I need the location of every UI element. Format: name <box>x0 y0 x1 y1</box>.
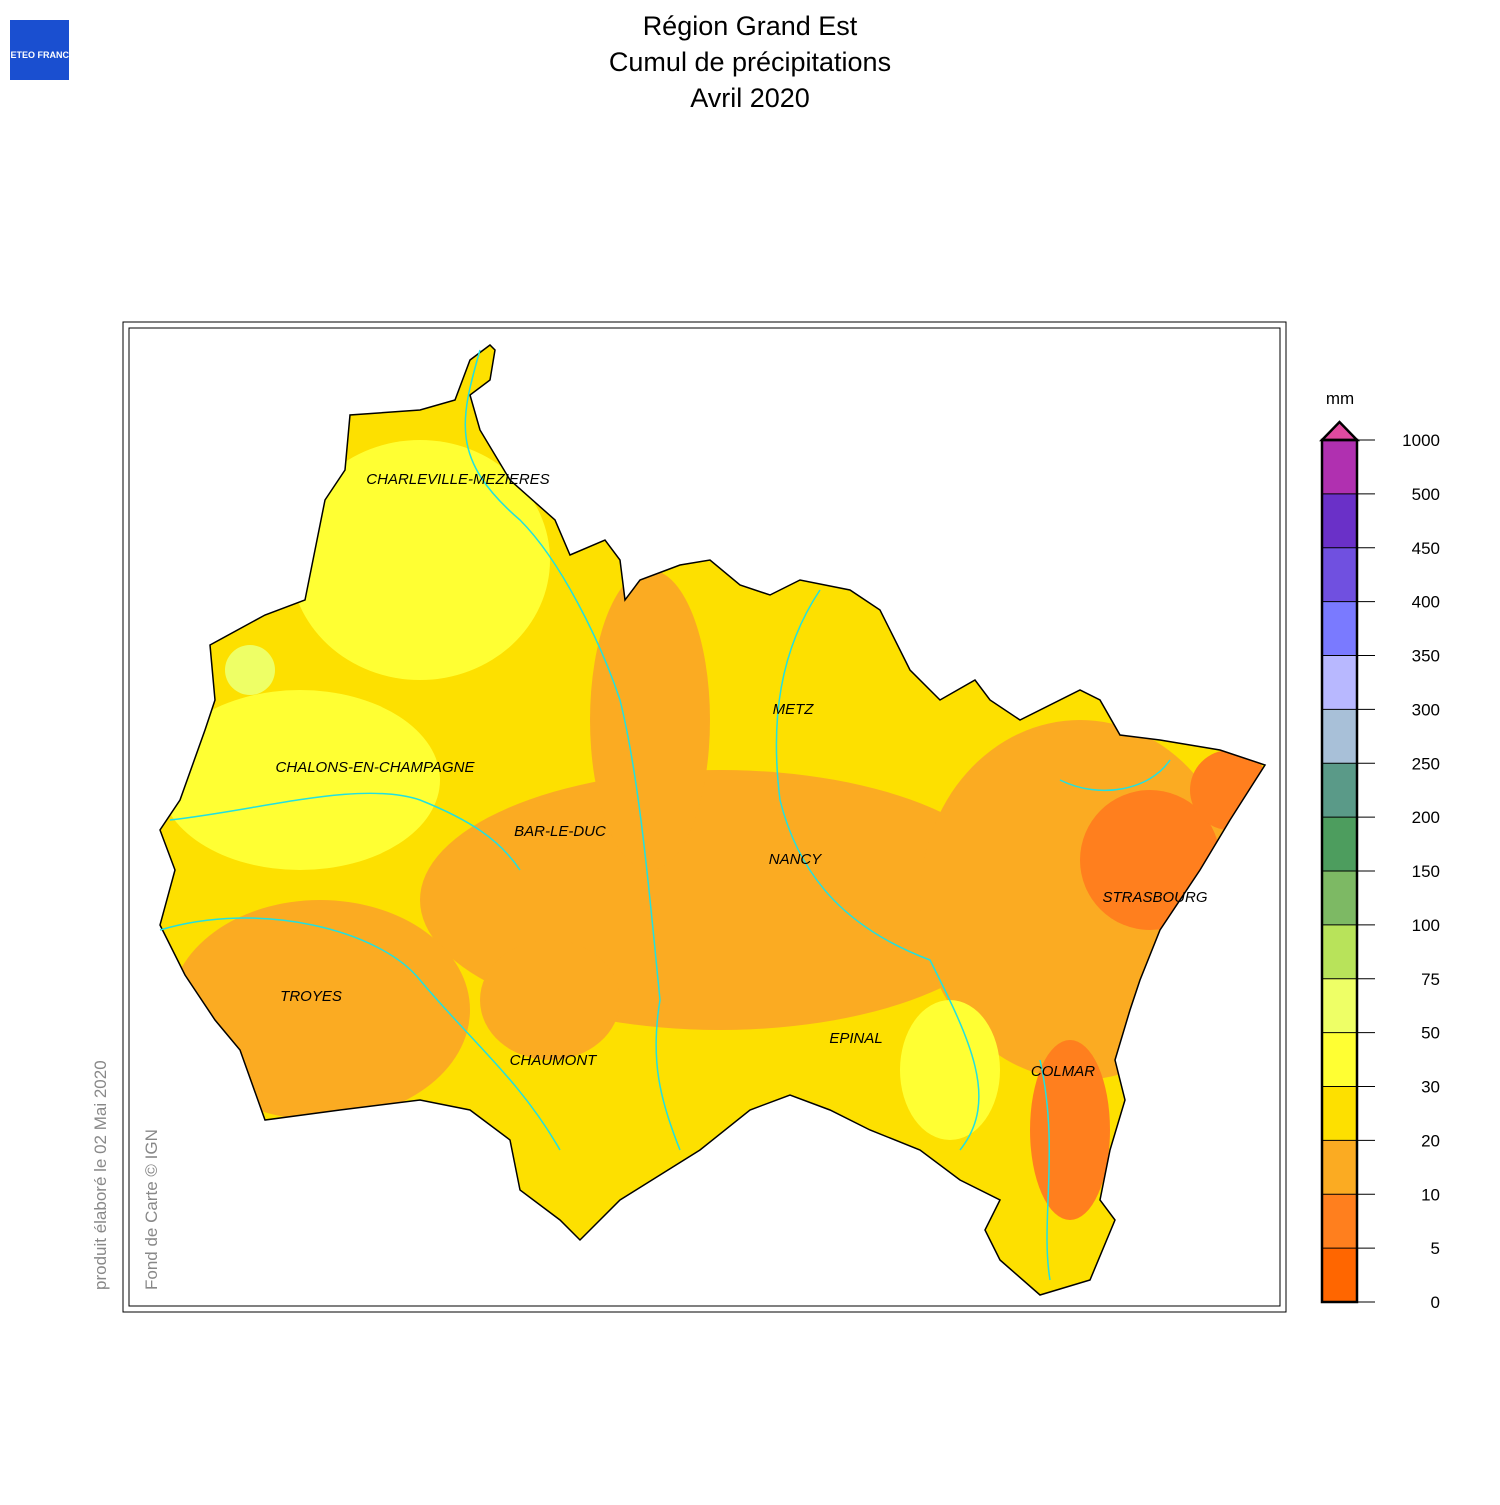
logo-text: METEO FRANCE <box>3 50 75 60</box>
river <box>775 589 980 1151</box>
legend-swatch <box>1322 924 1357 979</box>
legend-tick-label: 10 <box>1421 1185 1440 1204</box>
legend-swatch <box>1322 440 1357 494</box>
city-label: EPINAL <box>829 1030 882 1047</box>
legend-swatch <box>1322 978 1357 1033</box>
logo-box <box>10 20 69 80</box>
legend-swatch <box>1322 871 1357 925</box>
map-frame <box>122 321 1287 1313</box>
river <box>169 792 521 871</box>
legend-swatch <box>1322 709 1357 764</box>
legend-swatch <box>1322 1194 1357 1249</box>
precip-area <box>480 940 620 1060</box>
legend-tick-label: 300 <box>1412 700 1440 719</box>
legend-tick-label: 5 <box>1431 1239 1440 1258</box>
legend-swatch <box>1322 493 1357 548</box>
legend-swatch <box>1322 601 1357 656</box>
river <box>1059 759 1171 792</box>
legend-swatch <box>1322 763 1357 818</box>
river <box>159 917 561 1151</box>
title-line: Cumul de précipitations <box>609 47 891 77</box>
legend-tick-label: 1000 <box>1402 431 1440 450</box>
region-border <box>159 344 1267 1296</box>
legend-tick-label: 0 <box>1431 1293 1440 1312</box>
legend-unit: mm <box>1326 389 1354 408</box>
map: CHARLEVILLE-MEZIERES METZ CHALONS-EN-CHAMP… <box>159 344 1267 1296</box>
legend-tick-label: 200 <box>1412 808 1440 827</box>
city-label: COLMAR <box>1031 1063 1095 1080</box>
precip-area <box>160 690 440 870</box>
legend: 0 5 10 20 30 50 75 100 150 200 250 300 350 400 450 500 1… <box>1319 420 1440 1312</box>
precip-area <box>170 900 470 1120</box>
city-label: CHALONS-EN-CHAMPAGNE <box>276 759 476 776</box>
legend-tick-label: 30 <box>1421 1078 1440 1097</box>
legend-tick-label: 75 <box>1421 970 1440 989</box>
river <box>464 349 681 1151</box>
city-label: TROYES <box>280 988 342 1005</box>
precip-areas <box>160 440 1265 1220</box>
production-date: produit élaboré le 02 Mai 2020 <box>91 1060 110 1290</box>
title-line: Avril 2020 <box>690 83 810 113</box>
legend-swatch <box>1322 817 1357 871</box>
precip-area <box>225 645 275 695</box>
legend-swatch <box>1322 655 1357 710</box>
city-label: NANCY <box>769 851 823 868</box>
map-frame-inner <box>128 327 1281 1307</box>
city-label: STRASBOURG <box>1102 889 1207 906</box>
map-credit: Fond de Carte © IGN <box>142 1129 161 1290</box>
city-label: CHARLEVILLE-MEZIERES <box>366 471 549 488</box>
legend-tick-label: 50 <box>1421 1024 1440 1043</box>
legend-swatch <box>1322 1248 1357 1302</box>
city-label: BAR-LE-DUC <box>514 823 606 840</box>
precip-area <box>290 440 550 680</box>
legend-tick-label: 500 <box>1412 485 1440 504</box>
legend-tick-label: 450 <box>1412 539 1440 558</box>
legend-swatch <box>1322 1086 1357 1141</box>
city-label: METZ <box>773 701 815 718</box>
legend-swatch <box>1322 1140 1357 1195</box>
legend-swatch <box>1322 547 1357 602</box>
legend-tick-label: 100 <box>1412 916 1440 935</box>
city-label: CHAUMONT <box>510 1052 598 1069</box>
legend-tick-label: 350 <box>1412 647 1440 666</box>
legend-tick-label: 150 <box>1412 862 1440 881</box>
title-line: Région Grand Est <box>643 11 858 41</box>
legend-over-arrow <box>1319 420 1360 442</box>
legend-tick-label: 250 <box>1412 754 1440 773</box>
precip-area <box>590 570 710 870</box>
legend-swatch <box>1322 1032 1357 1087</box>
legend-tick-label: 400 <box>1412 593 1440 612</box>
river <box>1039 1059 1051 1281</box>
legend-tick-label: 20 <box>1421 1131 1440 1150</box>
precip-area <box>1030 1040 1110 1220</box>
precip-area <box>900 1000 1000 1140</box>
